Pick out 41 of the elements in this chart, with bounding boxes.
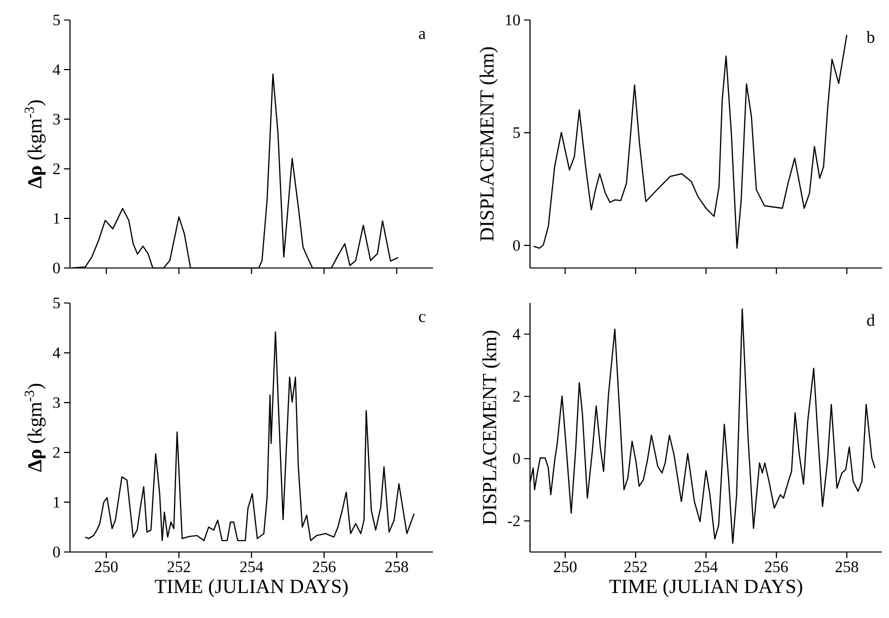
y-tick-label: 0 bbox=[53, 546, 60, 558]
y-axis-title: Δρ (kgm$^{-3}$) bbox=[24, 384, 46, 472]
x-tick-label: 256 bbox=[312, 562, 336, 572]
y-tick-label: 4 bbox=[512, 328, 520, 340]
line-series bbox=[532, 34, 848, 249]
y-tick-label: 3 bbox=[53, 397, 60, 408]
y-axis-title: DISPLACEMENT (km) bbox=[482, 330, 500, 525]
x-tick-label: 254 bbox=[694, 562, 718, 572]
x-tick-label: 258 bbox=[836, 562, 858, 572]
x-tick-label: 252 bbox=[168, 562, 190, 572]
y-tick-label: 3 bbox=[53, 114, 60, 125]
y-axis-title: Δρ (kgm$^{-3}$) bbox=[24, 100, 46, 188]
x-axis-title: TIME (JULIAN DAYS) bbox=[154, 579, 348, 598]
y-tick-label: 0 bbox=[53, 262, 60, 274]
y-tick-label: 0 bbox=[513, 453, 520, 464]
x-axis-title: TIME (JULIAN DAYS) bbox=[609, 579, 802, 598]
y-tick-label: 2 bbox=[53, 164, 60, 174]
x-tick-label: 256 bbox=[765, 562, 788, 572]
x-tick-label: 250 bbox=[95, 562, 118, 572]
x-tick-label: 258 bbox=[385, 562, 408, 572]
y-tick-label: 2 bbox=[53, 447, 60, 458]
y-tick-label: -2 bbox=[508, 516, 520, 526]
y-tick-label: 5 bbox=[53, 14, 60, 26]
y-tick-label: 5 bbox=[53, 298, 60, 308]
y-tick-label: 4 bbox=[52, 348, 60, 358]
y-tick-label: 0 bbox=[513, 240, 520, 251]
annotation: c bbox=[418, 314, 426, 322]
x-tick-label: 252 bbox=[624, 562, 647, 572]
annotation: a bbox=[418, 30, 426, 40]
y-tick-label: 4 bbox=[52, 64, 60, 75]
y-tick-label: 1 bbox=[54, 213, 60, 224]
y-tick-label: 10 bbox=[506, 14, 520, 26]
y-tick-label: 2 bbox=[513, 391, 520, 402]
y-axis-title: DISPLACEMENT (km) bbox=[480, 47, 498, 242]
line-series bbox=[84, 331, 415, 542]
annotation: d bbox=[867, 314, 875, 326]
x-tick-label: 254 bbox=[240, 562, 264, 572]
y-tick-label: 1 bbox=[54, 496, 60, 508]
x-tick-label: 250 bbox=[554, 562, 577, 572]
annotation: b bbox=[866, 30, 874, 43]
y-tick-label: 5 bbox=[513, 127, 520, 138]
